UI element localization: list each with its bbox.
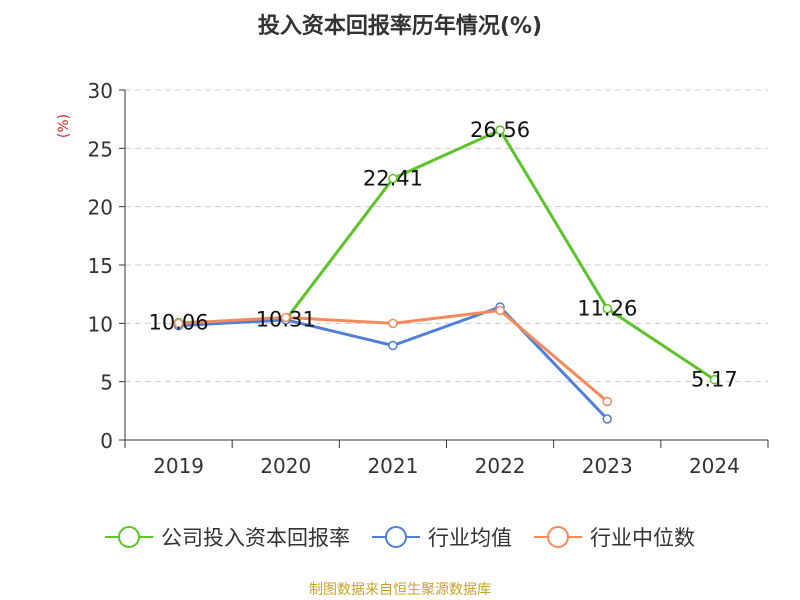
x-tick-label: 2023	[582, 454, 633, 478]
legend-label: 行业中位数	[590, 526, 695, 550]
y-tick-label: 0	[100, 429, 113, 453]
data-label: 10.31	[256, 308, 316, 332]
legend-item: 公司投入资本回报率	[105, 526, 350, 550]
data-point	[495, 125, 505, 135]
x-tick-label: 2024	[689, 454, 740, 478]
legend-item: 行业均值	[372, 526, 512, 550]
x-tick-label: 2019	[153, 454, 204, 478]
series-line-0	[178, 128, 716, 381]
axes: 0 5 10 15 20 25 30 2019 2020 2021 2022 2023 2024	[88, 79, 769, 478]
data-point	[602, 303, 612, 314]
legend-item: 行业中位数	[534, 526, 695, 550]
y-tick-label: 15	[88, 254, 113, 278]
data-label: 26.56	[470, 118, 530, 142]
y-tick-label: 5	[100, 371, 113, 395]
data-label: 10.06	[149, 311, 209, 335]
data-point	[388, 340, 398, 351]
legend-label: 行业均值	[428, 526, 512, 550]
grid-lines	[125, 89, 768, 383]
legend-marker	[118, 526, 140, 548]
legend-marker	[385, 526, 407, 548]
y-tick-label: 10	[88, 312, 113, 336]
legend-marker	[547, 526, 569, 548]
data-point	[281, 312, 291, 323]
data-label: 5.17	[691, 368, 738, 392]
data-labels: 10.06 10.31 22.41 26.56 11.26 5.17	[149, 118, 738, 392]
data-point	[602, 414, 612, 424]
x-tick-label: 2020	[260, 454, 311, 478]
data-point	[709, 374, 720, 385]
y-tick-label: 30	[88, 79, 113, 103]
legend: 公司投入资本回报率 行业均值 行业中位数	[105, 526, 695, 550]
source-note: 制图数据来自恒生聚源数据库	[309, 582, 491, 598]
data-point	[173, 318, 184, 329]
data-point	[602, 396, 612, 407]
y-tick-label: 20	[88, 196, 113, 220]
data-label: 22.41	[363, 167, 423, 191]
x-tick-label: 2022	[475, 454, 526, 478]
x-tick-label: 2021	[367, 454, 418, 478]
legend-label: 公司投入资本回报率	[161, 526, 350, 550]
data-point	[495, 305, 505, 316]
y-tick-label: 25	[88, 137, 113, 161]
data-label: 11.26	[577, 297, 637, 321]
data-point	[388, 173, 398, 184]
y-axis-label: (%)	[56, 114, 72, 138]
series-lines	[173, 125, 720, 424]
chart-title: 投入资本回报率历年情况(%)	[258, 13, 542, 39]
data-point	[388, 318, 398, 329]
